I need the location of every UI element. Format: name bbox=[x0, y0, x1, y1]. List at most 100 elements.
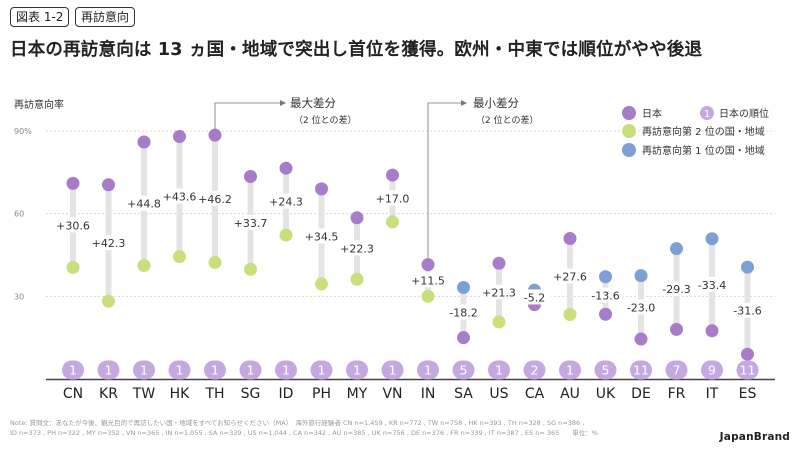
japan-dot-sa bbox=[457, 331, 470, 345]
rank-badge-hk bbox=[168, 360, 191, 380]
diff-label-bg-uk bbox=[588, 287, 623, 303]
rank-badge-th bbox=[204, 360, 226, 380]
diff-label-sg: +33.7 bbox=[234, 217, 268, 230]
first-place-dot-fr bbox=[670, 242, 683, 256]
brand-logo-text: JapanBrand bbox=[719, 431, 790, 443]
category-label-hk: HK bbox=[170, 386, 191, 402]
second-place-dot-tw bbox=[137, 258, 151, 272]
rank-badge-es bbox=[736, 360, 759, 380]
second-place-dot-hk bbox=[173, 250, 186, 264]
legend-japan-swatch bbox=[622, 106, 636, 120]
category-label-id: ID bbox=[279, 386, 294, 402]
second-place-dot-au bbox=[563, 308, 577, 322]
rank-badge-label-id: 1 bbox=[282, 363, 290, 378]
rank-badge-label-my: 1 bbox=[353, 363, 361, 378]
diff-label-us: +21.3 bbox=[482, 287, 516, 300]
category-label-au: AU bbox=[560, 386, 580, 402]
rank-badge-label-kr: 1 bbox=[105, 363, 113, 378]
legend-rank-label: 日本の順位 bbox=[719, 107, 769, 120]
japan-dot-au bbox=[563, 231, 577, 245]
first-place-dot-it bbox=[705, 232, 719, 246]
category-label-sa: SA bbox=[454, 386, 473, 402]
diff-label-bg-sa bbox=[446, 304, 481, 320]
rank-badge-label-ph: 1 bbox=[318, 363, 326, 378]
footnote-line-2: ID n=373 , PH n=322 , MY n=352 , VN n=36… bbox=[10, 429, 598, 437]
second-place-dot-cn bbox=[66, 260, 80, 274]
rank-badge-de bbox=[630, 360, 652, 380]
category-label-th: TH bbox=[204, 386, 224, 402]
japan-dot-hk bbox=[173, 130, 186, 144]
rank-badge-ph bbox=[310, 360, 333, 380]
diff-label-cn: +30.6 bbox=[56, 219, 90, 232]
callout-max-line bbox=[214, 102, 282, 130]
callout-min-subtitle: （2 位との差） bbox=[476, 114, 539, 126]
legend-rank-swatch bbox=[700, 106, 714, 120]
category-label-ca: CA bbox=[525, 386, 545, 402]
category-label-in: IN bbox=[421, 386, 436, 402]
footnote: Note: 質問文：あなたが今後、観光目的で再訪したい国・地域をすべてお知らせく… bbox=[10, 418, 710, 438]
second-place-dot-my bbox=[350, 272, 364, 286]
category-label-fr: FR bbox=[668, 386, 686, 402]
category-label-sg: SG bbox=[241, 386, 261, 402]
callout-max-subtitle: （2 位との差） bbox=[294, 114, 357, 126]
diff-label-uk: -13.6 bbox=[591, 290, 619, 303]
rank-badge-label-uk: 5 bbox=[602, 363, 610, 378]
diff-label-bg-hk bbox=[162, 188, 197, 204]
callout-max-title: 最大差分 bbox=[290, 96, 336, 110]
diff-label-fr: -29.3 bbox=[662, 283, 690, 296]
diff-label-bg-us bbox=[482, 284, 516, 300]
category-label-kr: KR bbox=[99, 386, 118, 402]
diff-label-bg-id bbox=[269, 193, 303, 209]
rank-badge-label-th: 1 bbox=[211, 363, 219, 378]
legend-first-label: 再訪意向第 1 位の国・地域 bbox=[642, 144, 765, 157]
japan-dot-kr bbox=[102, 178, 115, 192]
rank-badge-fr bbox=[665, 360, 688, 380]
diff-label-bg-ca bbox=[517, 289, 552, 305]
rank-badge-us bbox=[488, 360, 510, 380]
footnote-line-1: Note: 質問文：あなたが今後、観光目的で再訪したい国・地域をすべてお知らせく… bbox=[10, 419, 585, 427]
diff-label-es: -31.6 bbox=[733, 305, 761, 318]
japan-dot-my bbox=[350, 211, 364, 225]
figure-number-tag: 図表 1-2 bbox=[10, 7, 70, 27]
rank-badge-label-au: 1 bbox=[566, 363, 574, 378]
second-place-dot-vn bbox=[386, 215, 399, 229]
category-label-us: US bbox=[489, 386, 508, 402]
rank-badge-label-in: 1 bbox=[424, 363, 432, 378]
diff-label-ca: -5.2 bbox=[524, 291, 545, 304]
legend-rank-swatch-number: 1 bbox=[704, 109, 710, 120]
category-label-my: MY bbox=[347, 386, 368, 402]
callout-min-title: 最小差分 bbox=[473, 96, 519, 110]
legend-first-swatch bbox=[622, 143, 636, 157]
rank-badge-uk bbox=[594, 360, 617, 380]
rank-badge-in bbox=[417, 360, 439, 380]
category-label-es: ES bbox=[739, 386, 757, 402]
diff-label-th: +46.2 bbox=[198, 193, 232, 206]
second-place-dot-th bbox=[208, 255, 222, 269]
rank-badge-my bbox=[346, 360, 368, 380]
diff-label-bg-tw bbox=[127, 195, 161, 211]
second-place-dot-in bbox=[421, 289, 435, 303]
diff-label-kr: +42.3 bbox=[92, 237, 126, 250]
diff-label-bg-au bbox=[553, 268, 587, 284]
diff-label-bg-kr bbox=[91, 235, 126, 251]
diff-label-hk: +43.6 bbox=[163, 191, 197, 204]
rank-badge-label-cn: 1 bbox=[69, 363, 77, 378]
category-label-uk: UK bbox=[596, 386, 616, 402]
headline: 日本の再訪意向は 13 ヵ国・地域で突出し首位を獲得。欧州・中東では順位がやや後… bbox=[10, 40, 703, 60]
japan-dot-vn bbox=[386, 168, 399, 182]
rank-badge-vn bbox=[381, 360, 404, 380]
y-tick-label-60: 60 bbox=[14, 210, 24, 219]
rank-badge-label-fr: 7 bbox=[673, 363, 681, 378]
rank-badge-cn bbox=[62, 360, 84, 380]
second-place-dot-kr bbox=[102, 294, 115, 308]
second-place-dot-us bbox=[492, 315, 506, 329]
diff-label-vn: +17.0 bbox=[376, 193, 410, 206]
rank-badge-label-ca: 2 bbox=[531, 363, 539, 378]
rank-badge-id bbox=[275, 360, 297, 380]
diff-label-bg-vn bbox=[375, 190, 410, 206]
topic-tag: 再訪意向 bbox=[75, 7, 136, 27]
rank-badge-label-it: 9 bbox=[708, 363, 716, 378]
japan-dot-es bbox=[741, 347, 754, 361]
category-label-tw: TW bbox=[132, 386, 156, 402]
